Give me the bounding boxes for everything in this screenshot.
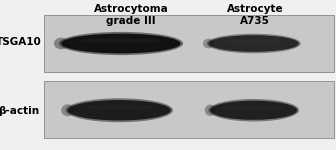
Ellipse shape (66, 98, 173, 122)
FancyBboxPatch shape (44, 15, 334, 72)
Ellipse shape (54, 38, 69, 49)
Ellipse shape (203, 39, 214, 48)
Ellipse shape (61, 104, 74, 116)
Ellipse shape (59, 32, 183, 55)
Ellipse shape (221, 39, 287, 43)
Ellipse shape (209, 35, 299, 52)
Ellipse shape (82, 105, 157, 110)
Ellipse shape (77, 39, 164, 43)
Ellipse shape (210, 101, 297, 120)
Text: β-actin: β-actin (0, 106, 39, 116)
Ellipse shape (205, 105, 216, 116)
Text: TSGA10: TSGA10 (0, 37, 41, 47)
Text: Astrocyte
A735: Astrocyte A735 (227, 4, 284, 26)
Text: Astrocytoma
grade III: Astrocytoma grade III (94, 4, 168, 26)
Ellipse shape (222, 106, 286, 110)
FancyBboxPatch shape (44, 81, 334, 138)
Ellipse shape (207, 34, 301, 53)
Ellipse shape (68, 100, 171, 120)
Ellipse shape (208, 99, 299, 122)
Ellipse shape (61, 34, 181, 53)
